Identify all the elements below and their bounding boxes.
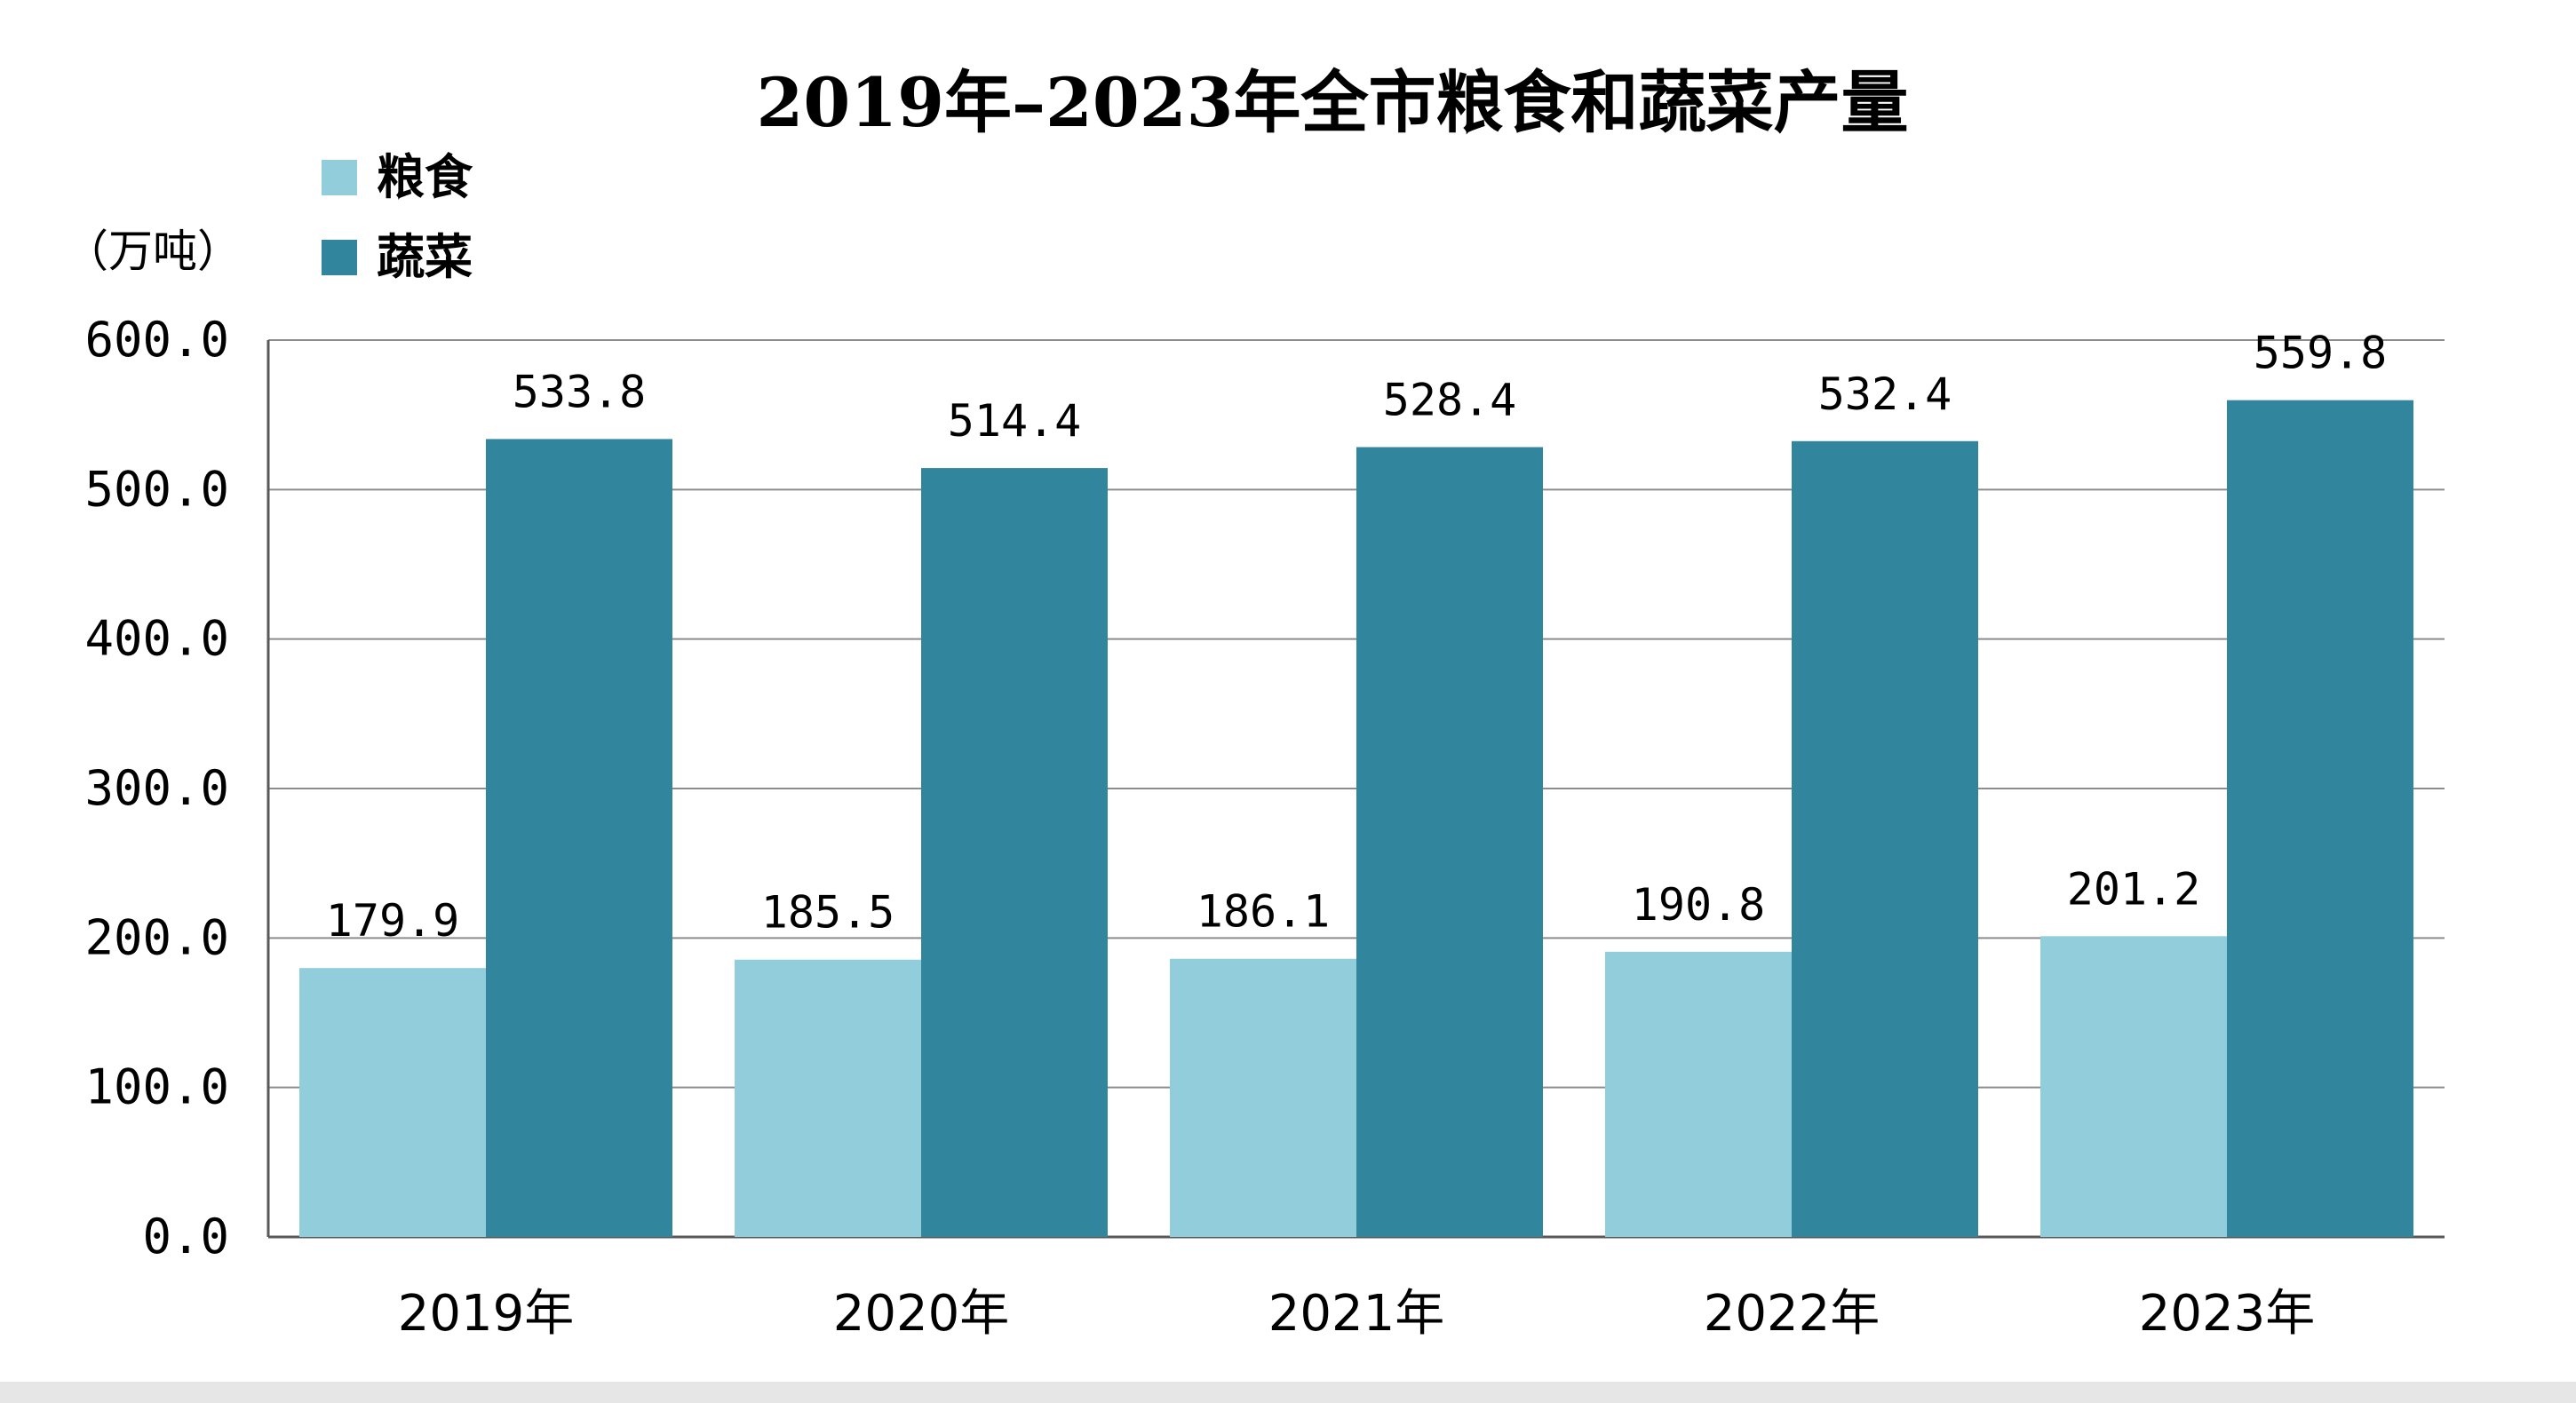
data-labels: 179.9 533.8 185.5 514.4 186.1 528.4 190.8 532.4… <box>326 328 2388 947</box>
legend-label: 蔬菜 <box>377 229 473 285</box>
data-label: 559.8 <box>2254 328 2388 379</box>
bar-grain <box>1170 958 1356 1237</box>
data-label: 532.4 <box>1818 369 1952 420</box>
data-label: 190.8 <box>1632 879 1766 931</box>
x-category-label: 2019年 <box>398 1285 575 1343</box>
y-axis-ticks: 0.0 100.0 200.0 300.0 400.0 500.0 600.0 <box>84 312 229 1264</box>
bar-vegetable <box>921 468 1108 1237</box>
bars <box>299 400 2413 1238</box>
x-category-label: 2020年 <box>833 1285 1010 1343</box>
footer-band <box>0 1382 2576 1403</box>
x-category-label: 2023年 <box>2139 1285 2316 1343</box>
y-tick-label: 600.0 <box>84 312 229 368</box>
legend-label: 粮食 <box>377 149 473 205</box>
bar-grain <box>735 959 921 1237</box>
bar-vegetable <box>2227 400 2413 1237</box>
y-tick-label: 300.0 <box>84 760 229 816</box>
bar-vegetable <box>1356 447 1543 1237</box>
y-tick-label: 400.0 <box>84 611 229 667</box>
bar-grain <box>299 968 486 1237</box>
data-label: 201.2 <box>2067 863 2201 915</box>
bar-grain <box>1605 951 1792 1237</box>
bar-vegetable <box>1792 440 1978 1237</box>
y-tick-label: 100.0 <box>84 1059 229 1115</box>
data-label: 528.4 <box>1383 375 1517 426</box>
data-label: 533.8 <box>513 366 647 417</box>
bar-grain <box>2040 936 2227 1237</box>
legend-swatch <box>322 160 357 195</box>
y-tick-label: 200.0 <box>84 909 229 965</box>
data-label: 179.9 <box>326 895 460 947</box>
x-axis-categories: 2019年 2020年 2021年 2022年 2023年 <box>398 1285 2316 1343</box>
y-axis-unit-label: （万吨） <box>64 226 242 277</box>
bar-vegetable <box>486 439 672 1238</box>
y-tick-label: 500.0 <box>84 461 229 517</box>
x-category-label: 2022年 <box>1704 1285 1880 1343</box>
data-label: 514.4 <box>948 395 1082 447</box>
y-tick-label: 0.0 <box>142 1209 229 1264</box>
legend-swatch <box>322 240 357 275</box>
chart-title: 2019年–2023年全市粮食和蔬菜产量 <box>756 63 1908 142</box>
data-label: 185.5 <box>761 887 895 939</box>
data-label: 186.1 <box>1197 886 1331 938</box>
x-category-label: 2021年 <box>1268 1285 1445 1343</box>
